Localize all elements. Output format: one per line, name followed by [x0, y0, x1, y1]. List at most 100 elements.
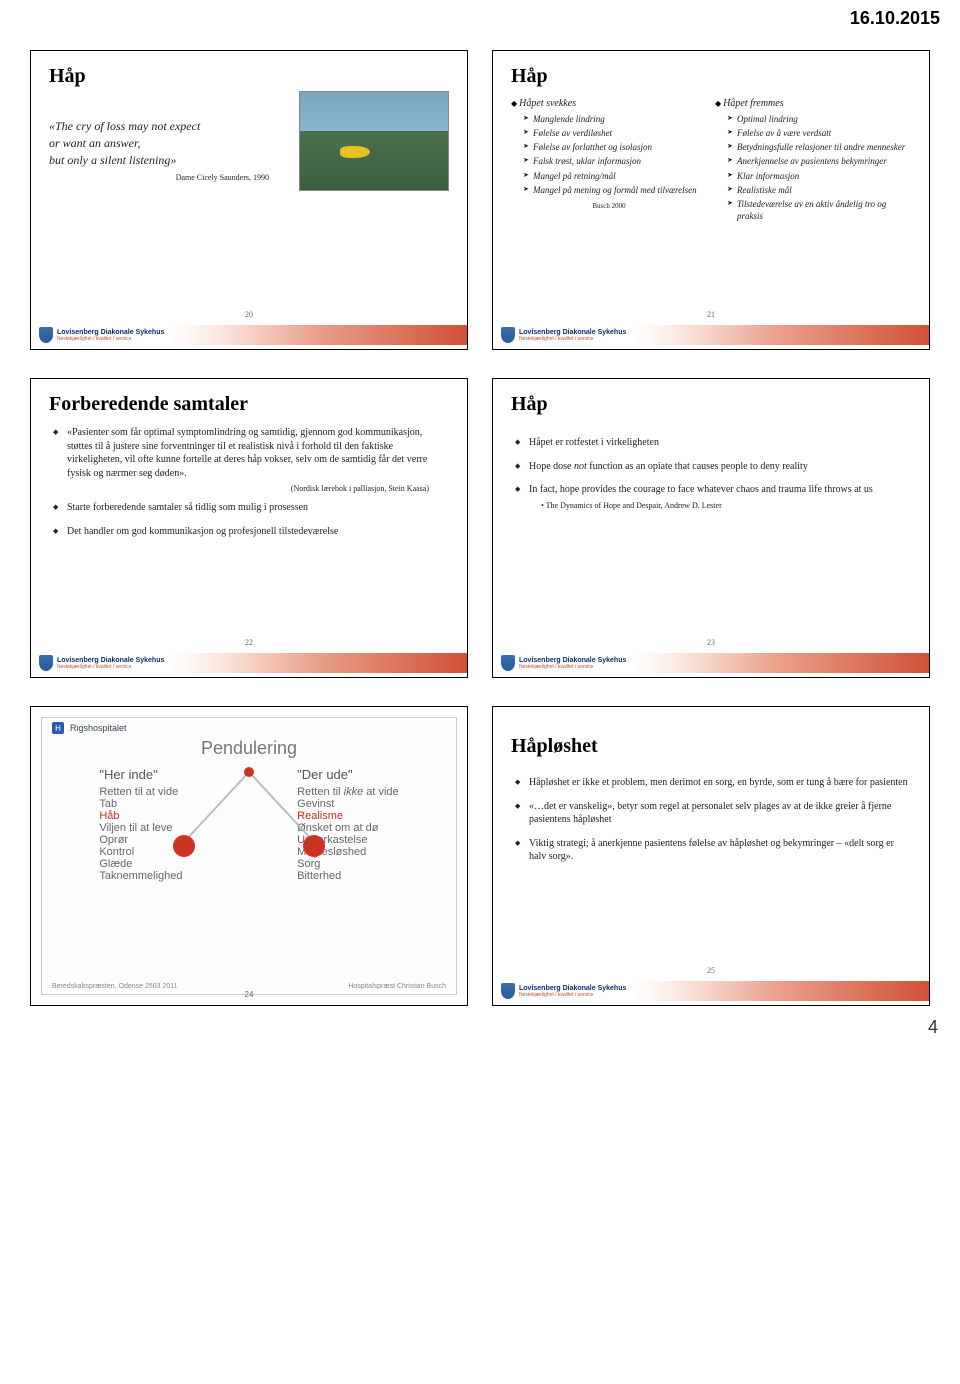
col-heading: "Der ude"	[297, 767, 399, 782]
list-item: Følelse av å være verdsatt	[727, 127, 911, 139]
hospital-logo: Lovisenberg Diakonale SykehusNestekjærli…	[31, 327, 164, 343]
slide-number: 24	[245, 990, 254, 999]
bullet-list: Starte forberedende samtaler så tidlig s…	[49, 501, 449, 538]
col-subheading: Retten til ikke at vide	[297, 786, 399, 798]
quote: «The cry of loss may not expect or want …	[49, 118, 269, 184]
two-column: Håpet svekkes Manglende lindring Følelse…	[511, 98, 911, 224]
left-column: Håpet svekkes Manglende lindring Følelse…	[511, 98, 707, 224]
list-item: Viktig strategi; å anerkjenne pasientens…	[515, 837, 911, 864]
diagram-footer: Beredskabspræsten, Odense 2503 2011 Hosp…	[52, 983, 446, 990]
quote-line: «The cry of loss may not expect	[49, 118, 269, 135]
list-item: Betydningsfulle relasjoner til andre men…	[727, 141, 911, 153]
list-item: Tab	[99, 798, 182, 810]
left-column: "Her inde" Retten til at vide Tab Håb Vi…	[99, 767, 182, 882]
hospital-logo: Lovisenberg Diakonale SykehusNestekjærli…	[493, 983, 626, 999]
logo-name: Lovisenberg Diakonale Sykehus	[519, 985, 626, 992]
list-item: Det handler om god kommunikasjon og prof…	[53, 525, 449, 539]
hospital-name: Rigshospitalet	[70, 723, 127, 733]
bullet-list: Håpet er rotfestet i virkeligheten Hope …	[511, 436, 911, 497]
list-item: Bitterhed	[297, 870, 399, 882]
list-item: Tilstedeværelse av en aktiv åndelig tro …	[727, 198, 911, 222]
flame-decoration	[170, 653, 467, 673]
slide-number: 23	[707, 638, 715, 647]
page-date: 16.10.2015	[850, 8, 940, 29]
slide-title: Håp	[49, 65, 449, 88]
logo-tagline: Nestekjærlighet / kvalitet / service	[519, 336, 626, 342]
slide-title: Håp	[511, 65, 911, 88]
flame-decoration	[632, 981, 929, 1001]
list-item: Kontrol	[99, 846, 182, 858]
logo-name: Lovisenberg Diakonale Sykehus	[57, 329, 164, 336]
list-item: Ønsket om at dø	[297, 822, 399, 834]
slide-title: Håp	[511, 393, 911, 416]
text-span: at vide	[363, 786, 398, 798]
list-item: Håpet er rotfestet i virkeligheten	[515, 436, 911, 450]
text-span: Retten til	[297, 786, 343, 798]
kayak-image	[299, 91, 449, 191]
slide-footer: Lovisenberg Diakonale SykehusNestekjærli…	[493, 649, 929, 677]
bullet-list: Håpløshet er ikke et problem, men derimo…	[511, 776, 911, 864]
citation-text: The Dynamics of Hope and Despair, Andrew…	[546, 501, 722, 510]
right-column: "Der ude" Retten til ikke at vide Gevins…	[297, 767, 399, 882]
slide-20: Håp «The cry of loss may not expect or w…	[30, 50, 468, 350]
citation: (Nordisk lærebok i palliasjon, Stein Kaa…	[49, 484, 449, 493]
slide-25: Håpløshet Håpløshet er ikke et problem, …	[492, 706, 930, 1006]
slide-23: Håp Håpet er rotfestet i virkeligheten H…	[492, 378, 930, 678]
slide-title: Forberedende samtaler	[49, 393, 449, 416]
logo-tagline: Nestekjærlighet / kvalitet / service	[519, 992, 626, 998]
col-subheading: Retten til at vide	[99, 786, 182, 798]
list-item: Starte forberedende samtaler så tidlig s…	[53, 501, 449, 515]
list-item-highlight: Håb	[99, 810, 182, 822]
list-item-highlight: Realisme	[297, 810, 399, 822]
pendulum-columns: "Her inde" Retten til at vide Tab Håb Vi…	[52, 767, 446, 882]
flame-decoration	[170, 325, 467, 345]
list-item: Optimal lindring	[727, 113, 911, 125]
shield-icon	[501, 983, 515, 999]
citation: • The Dynamics of Hope and Despair, Andr…	[511, 501, 911, 510]
shield-icon	[501, 655, 515, 671]
list-item: Følelse av forlatthet og isolasjon	[523, 141, 707, 153]
logo-name: Lovisenberg Diakonale Sykehus	[519, 329, 626, 336]
list-item: Følelse av verdiløshet	[523, 127, 707, 139]
list-item: Glæde	[99, 858, 182, 870]
pendulum-diagram: H Rigshospitalet Pendulering "Her inde" …	[41, 717, 457, 995]
slide-footer: Lovisenberg Diakonale SykehusNestekjærli…	[493, 321, 929, 349]
slide-grid: Håp «The cry of loss may not expect or w…	[0, 0, 960, 1046]
quote-line: or want an answer,	[49, 135, 269, 152]
slide-number: 22	[245, 638, 253, 647]
slide-21: Håp Håpet svekkes Manglende lindring Føl…	[492, 50, 930, 350]
slide-24: H Rigshospitalet Pendulering "Her inde" …	[30, 706, 468, 1006]
logo-name: Lovisenberg Diakonale Sykehus	[519, 657, 626, 664]
page-number: 4	[928, 1017, 938, 1038]
slide-footer: Lovisenberg Diakonale SykehusNestekjærli…	[31, 321, 467, 349]
slide-number: 25	[707, 966, 715, 975]
list-item: Viljen til at leve	[99, 822, 182, 834]
list-item: Mangel på mening og formål med tilværels…	[523, 184, 707, 196]
list-item: Underkastelse	[297, 834, 399, 846]
list-item: Taknemmelighed	[99, 870, 182, 882]
slide-footer: Lovisenberg Diakonale SykehusNestekjærli…	[493, 977, 929, 1005]
shield-icon	[39, 327, 53, 343]
hospital-logo: Lovisenberg Diakonale SykehusNestekjærli…	[493, 655, 626, 671]
slide-22: Forberedende samtaler «Pasienter som får…	[30, 378, 468, 678]
col-heading: Håpet fremmes	[715, 98, 911, 109]
logo-tagline: Nestekjærlighet / kvalitet / service	[57, 336, 164, 342]
diagram-title: Pendulering	[52, 738, 446, 759]
list-item: Håpløshet er ikke et problem, men derimo…	[515, 776, 911, 790]
slide-footer: Lovisenberg Diakonale SykehusNestekjærli…	[31, 649, 467, 677]
list-item: Sorg	[297, 858, 399, 870]
list-left: Manglende lindring Følelse av verdiløshe…	[511, 113, 707, 196]
quote-attribution: Dame Cicely Saunders, 1990	[49, 172, 269, 183]
quote-line: but only a silent listening»	[49, 152, 269, 169]
list-item: Mangel på retning/mål	[523, 170, 707, 182]
text-span: Hope dose	[529, 461, 574, 472]
slide-number: 20	[245, 310, 253, 319]
h-badge-icon: H	[52, 722, 64, 734]
list-item: Magtesløshed	[297, 846, 399, 858]
list-item: «…det er vanskelig», betyr som regel at …	[515, 800, 911, 827]
logo-tagline: Nestekjærlighet / kvalitet / service	[519, 664, 626, 670]
citation: Busch 2000	[511, 202, 707, 210]
list-right: Optimal lindring Følelse av å være verds…	[715, 113, 911, 222]
right-column: Håpet fremmes Optimal lindring Følelse a…	[715, 98, 911, 224]
logo-tagline: Nestekjærlighet / kvalitet / service	[57, 664, 164, 670]
